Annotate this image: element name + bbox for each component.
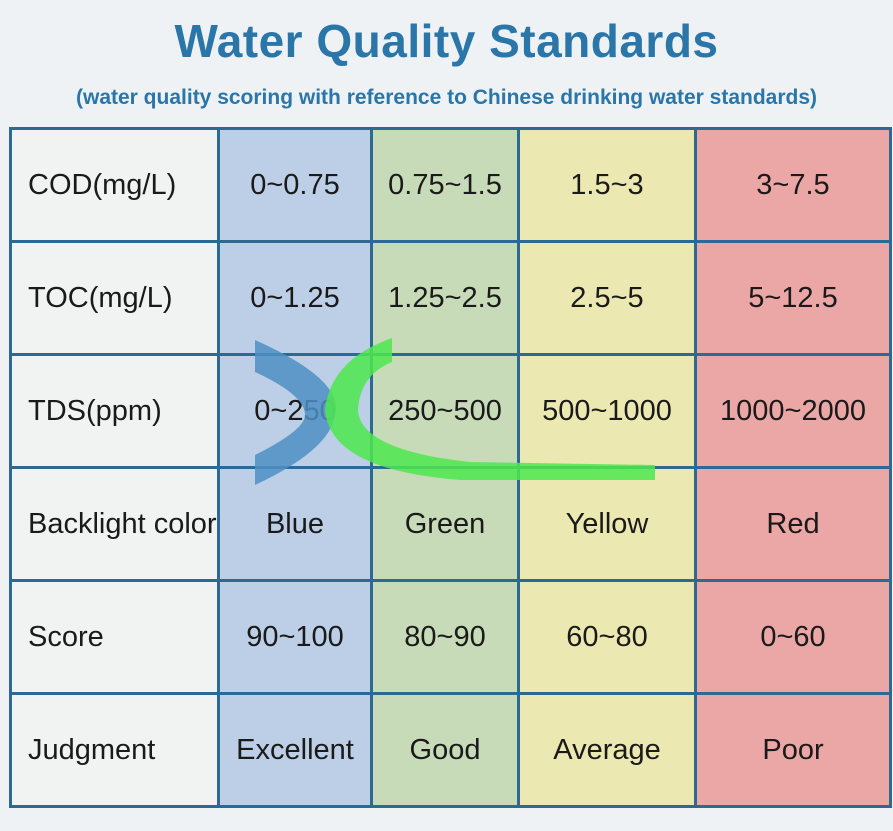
table-cell: 5~12.5 [694, 240, 892, 356]
table-cell: 0~250 [217, 353, 373, 469]
table-cell: Green [370, 466, 520, 582]
row-label: TDS(ppm) [9, 353, 220, 469]
table-cell: 60~80 [517, 579, 697, 695]
table-cell: 0~0.75 [217, 127, 373, 243]
table-cell: Excellent [217, 692, 373, 808]
table-cell: 500~1000 [517, 353, 697, 469]
table-row: TOC(mg/L) 0~1.25 1.25~2.5 2.5~5 5~12.5 [9, 240, 892, 356]
table-cell: 250~500 [370, 353, 520, 469]
table-cell: 90~100 [217, 579, 373, 695]
table-cell: Red [694, 466, 892, 582]
table-row: Backlight color Blue Green Yellow Red [9, 466, 892, 582]
row-label: TOC(mg/L) [9, 240, 220, 356]
row-label: Judgment [9, 692, 220, 808]
table-cell: 80~90 [370, 579, 520, 695]
standards-table: COD(mg/L) 0~0.75 0.75~1.5 1.5~3 3~7.5 TOC(mg/… [9, 127, 892, 808]
table-row: TDS(ppm) 0~250 250~500 500~1000 1000~2000 [9, 353, 892, 469]
table-cell: 1.5~3 [517, 127, 697, 243]
table-cell: 2.5~5 [517, 240, 697, 356]
table-row: Score 90~100 80~90 60~80 0~60 [9, 579, 892, 695]
row-label: Score [9, 579, 220, 695]
table-cell: Blue [217, 466, 373, 582]
page-title: Water Quality Standards [174, 15, 719, 67]
table-cell: 1.25~2.5 [370, 240, 520, 356]
page-subtitle: (water quality scoring with reference to… [76, 86, 817, 109]
table-row: COD(mg/L) 0~0.75 0.75~1.5 1.5~3 3~7.5 [9, 127, 892, 243]
table-cell: Poor [694, 692, 892, 808]
table-cell: 0.75~1.5 [370, 127, 520, 243]
table-cell: 1000~2000 [694, 353, 892, 469]
row-label: Backlight color [9, 466, 220, 582]
row-label: COD(mg/L) [9, 127, 220, 243]
table-cell: 0~60 [694, 579, 892, 695]
table-cell: Good [370, 692, 520, 808]
table-cell: Average [517, 692, 697, 808]
table-cell: Yellow [517, 466, 697, 582]
table-cell: 3~7.5 [694, 127, 892, 243]
table-cell: 0~1.25 [217, 240, 373, 356]
table-row: Judgment Excellent Good Average Poor [9, 692, 892, 808]
